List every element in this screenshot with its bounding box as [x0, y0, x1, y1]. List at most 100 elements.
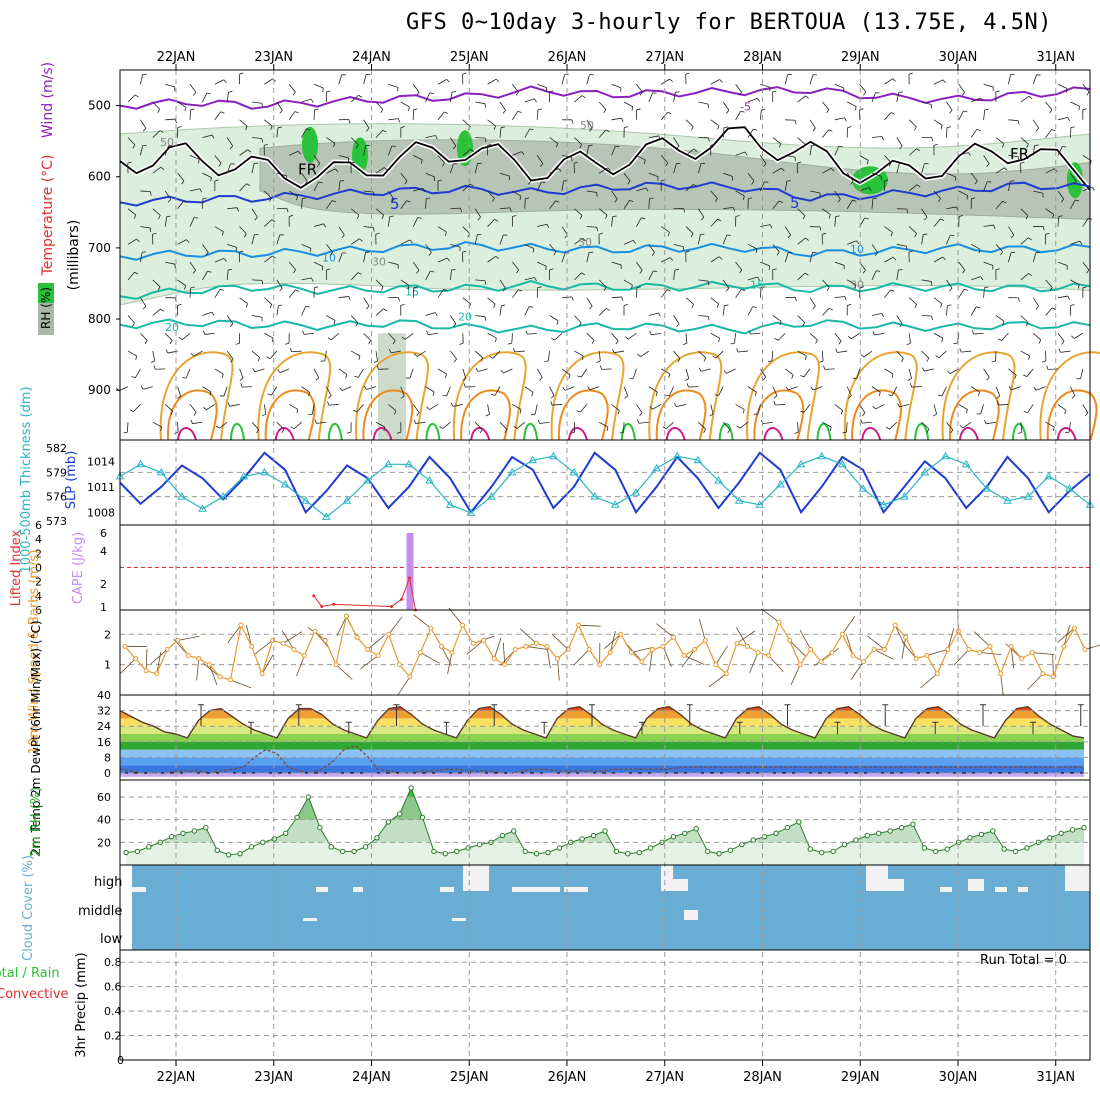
wind-barb — [561, 74, 566, 85]
wind-barb — [202, 172, 212, 178]
wind-barb-flag — [396, 431, 401, 434]
wind-barb — [710, 404, 714, 415]
wind-barb-flag — [596, 360, 601, 363]
wind10m-point — [164, 646, 170, 652]
wind-barb — [636, 83, 643, 93]
wind-barb — [710, 297, 719, 305]
wind-barb — [983, 261, 994, 266]
wind-barb — [1026, 368, 1034, 377]
wind-barb — [462, 368, 467, 379]
wind-barb — [462, 148, 471, 156]
wind-barb-flag — [462, 250, 467, 253]
isotherm-green-lobe — [621, 422, 636, 441]
wind-barb — [661, 257, 671, 263]
wind-barb — [797, 95, 806, 103]
wind-barb — [611, 404, 620, 411]
wind-barb — [164, 404, 173, 412]
wind-barb-flag — [1025, 215, 1029, 220]
wind-barb-flag — [909, 383, 912, 388]
wind-barb-flag — [667, 232, 670, 237]
wind-barb — [288, 83, 296, 93]
wind10m-barb — [1063, 625, 1071, 647]
wind-barb-flag — [984, 420, 987, 424]
wind-barb — [326, 200, 333, 209]
wind-barb — [586, 297, 593, 307]
wind-barb-flag — [621, 296, 624, 301]
wind-barb-flag — [541, 181, 546, 183]
wind-barb — [239, 297, 248, 305]
wind-barb — [856, 368, 860, 379]
wind-barb-flag — [1051, 307, 1056, 310]
wind-barb — [400, 200, 407, 209]
isotherm-25-lobe — [452, 351, 527, 441]
wind-barb-flag — [485, 413, 490, 417]
wind-barb-flag — [794, 120, 797, 125]
wind-barb — [254, 368, 265, 373]
wind-barb — [152, 350, 156, 361]
wind-barb-flag — [264, 143, 269, 146]
wind-barb — [251, 421, 260, 430]
wind-barb — [351, 350, 361, 357]
rh-point — [362, 844, 369, 850]
wind-barb — [941, 386, 947, 396]
contour-label: 20 — [165, 321, 179, 334]
wind-barb — [251, 234, 255, 245]
wind-barb — [598, 208, 608, 216]
wind-barb-flag — [555, 200, 560, 203]
wind-barb — [133, 404, 141, 412]
wind-barb — [638, 421, 649, 424]
thickness-point — [404, 459, 414, 468]
wind-barb-flag — [739, 269, 743, 274]
wind-barb-flag — [959, 348, 962, 353]
wind10m-point — [185, 653, 191, 659]
wind-barb — [760, 109, 762, 120]
wind-barb-flag — [281, 429, 285, 433]
wind-barb-flag — [1078, 106, 1080, 111]
wind-barb — [574, 238, 583, 245]
wind-barb-flag — [693, 184, 698, 187]
wind-barb-flag — [1034, 144, 1039, 146]
wind-barb-flag — [847, 126, 852, 128]
wind-barb-flag — [228, 91, 233, 93]
wind-barb-flag — [229, 145, 234, 150]
wind-barb — [202, 92, 208, 103]
wind-barb — [524, 277, 535, 281]
rh-point — [613, 848, 620, 855]
wind-barb-flag — [1028, 95, 1033, 100]
rh-area-light — [126, 787, 1084, 865]
wind-barb-flag — [581, 355, 584, 360]
wind-barb-flag — [581, 272, 586, 276]
wind-barb-flag — [587, 386, 591, 390]
wind-barb — [1008, 226, 1015, 236]
rh-point — [750, 837, 756, 843]
wind-barb — [874, 332, 885, 336]
wind-barb — [276, 207, 287, 210]
wind10m-barb — [749, 652, 759, 673]
thickness-point — [672, 451, 682, 460]
wind-barb — [846, 279, 857, 286]
wind10m-barb — [708, 673, 727, 688]
wind10m-barb — [202, 662, 221, 678]
rh-point — [796, 819, 802, 825]
wind-barb — [223, 386, 228, 397]
wind10m-point — [375, 653, 381, 659]
wind-barb — [239, 226, 247, 235]
wind10m-point — [512, 646, 518, 652]
wind10m-point — [839, 631, 845, 637]
wind-barb-flag — [421, 159, 423, 164]
wind-barb-flag — [462, 378, 467, 381]
wind-barb-flag — [1010, 234, 1015, 239]
wind-barb — [288, 190, 298, 197]
wind-barb — [527, 332, 538, 335]
wind-barb-flag — [872, 405, 876, 410]
wind-barb — [291, 350, 302, 353]
wind-barb — [1070, 386, 1076, 396]
wind-barb — [859, 155, 869, 161]
wind-barb — [561, 181, 564, 192]
wind-barb-flag — [373, 227, 375, 232]
wind-barb — [499, 207, 510, 210]
wind-barb-flag — [717, 218, 722, 222]
rh-point — [214, 847, 220, 853]
wind-barb — [229, 404, 240, 407]
wind-barb — [494, 386, 501, 396]
